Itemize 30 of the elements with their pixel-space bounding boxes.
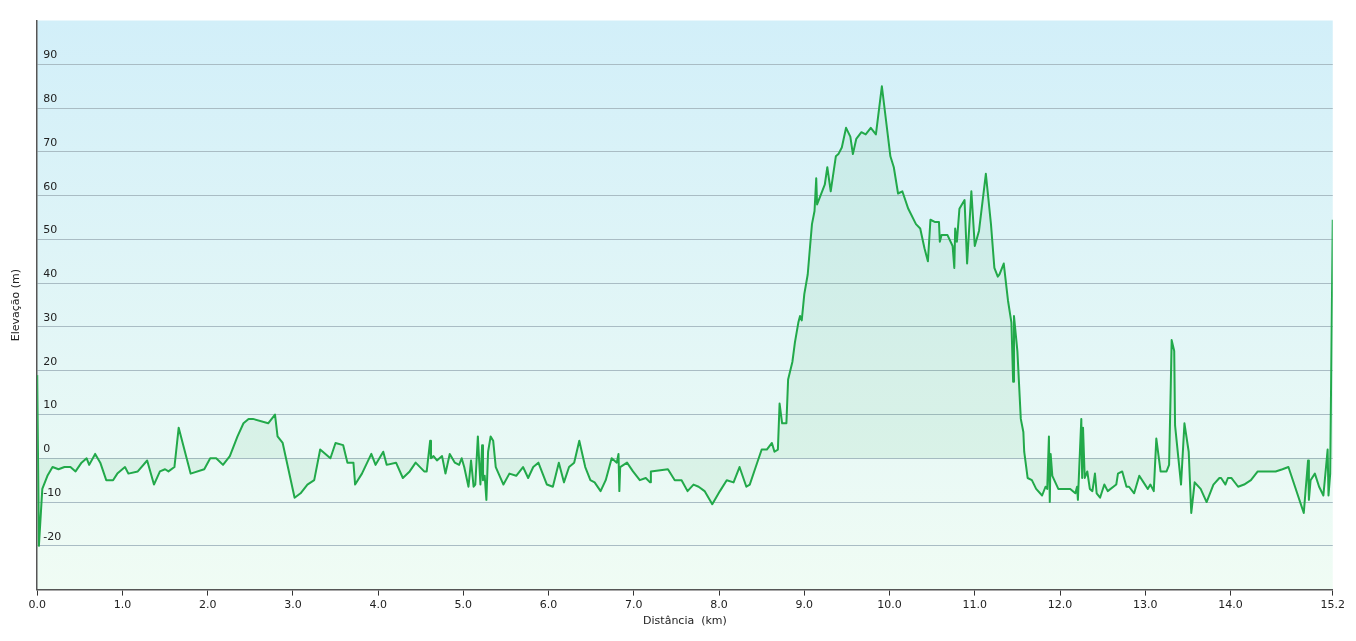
x-tick-label: 6.0: [539, 598, 558, 612]
y-tick-label: 10: [43, 398, 58, 412]
x-tick-label: 2.0: [198, 598, 217, 612]
x-tick-label: 12.0: [1047, 598, 1073, 612]
y-tick-label: 60: [43, 179, 58, 193]
x-tick-label: 9.0: [795, 598, 814, 612]
x-tick-label: 11.0: [962, 598, 988, 612]
y-tick-label: 80: [43, 92, 58, 105]
y-tick-label: 40: [43, 267, 58, 281]
x-tick-label: 4.0: [369, 598, 387, 612]
x-tick-label: 5.0: [454, 598, 473, 612]
x-tick-label: 0.0: [28, 598, 46, 612]
y-tick-label: 20: [43, 354, 58, 368]
y-tick-label: -10: [43, 485, 62, 499]
x-tick-label: 1.0: [113, 598, 132, 612]
y-axis-title: Elevação (m): [9, 268, 23, 342]
x-tick-label: 8.0: [710, 598, 728, 612]
x-axis-title: Distância (km): [643, 614, 727, 628]
x-tick-label: 10.0: [877, 598, 902, 612]
x-tick-label: 7.0: [625, 598, 643, 612]
y-tick-label: 0: [43, 442, 51, 456]
x-tick-label: 13.0: [1132, 598, 1158, 612]
x-tick-label: 15.2: [1320, 598, 1345, 612]
y-tick-label: 70: [43, 135, 58, 149]
x-tick-label: 3.0: [284, 598, 302, 612]
y-tick-label: 50: [43, 223, 58, 237]
y-tick-label: 30: [43, 310, 58, 324]
x-tick-label: 14.0: [1218, 598, 1243, 612]
y-tick-label: 90: [43, 48, 58, 62]
y-tick-label: -20: [43, 529, 62, 543]
